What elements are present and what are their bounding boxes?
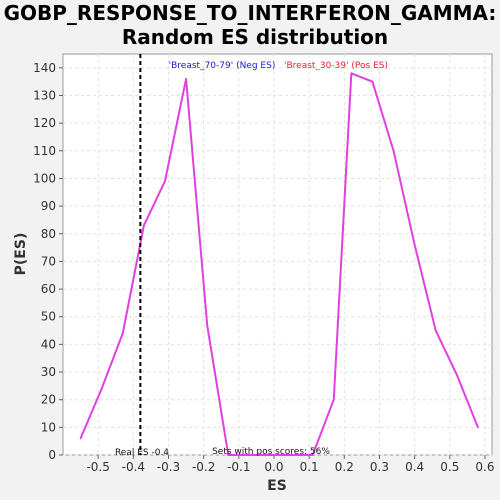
grid [63, 54, 492, 456]
series-layer [79, 72, 479, 456]
y-tick-label: 60 [41, 282, 56, 296]
data-point [477, 426, 479, 429]
y-tick-label: 50 [41, 310, 56, 324]
data-point [121, 332, 124, 335]
y-axis-label: P(ES) [13, 233, 29, 276]
data-point [143, 224, 145, 227]
x-tick-label: -0.3 [157, 460, 180, 474]
x-tick-label: 0.6 [475, 460, 494, 474]
y-tick-label: 0 [48, 448, 56, 462]
y-tick-label: 90 [41, 199, 56, 213]
y-tick-label: 80 [41, 227, 56, 241]
y-tick-label: 110 [33, 144, 56, 158]
data-point [413, 244, 416, 246]
data-point [311, 454, 314, 456]
data-point [206, 324, 208, 326]
pos-scores-label: Sets with pos scores: 56% [212, 447, 330, 457]
x-tick-label: 0.0 [264, 460, 283, 474]
data-point [227, 454, 230, 456]
x-tick-label: 0.5 [440, 460, 459, 474]
x-tick-label: -0.1 [227, 460, 250, 474]
y-tick-label: 100 [33, 171, 56, 185]
data-point [100, 387, 103, 390]
y-tick-label: 70 [41, 254, 56, 268]
legend-pos-es: 'Breast_30-39' (Pos ES) [284, 61, 388, 71]
x-tick-label: -0.4 [122, 460, 145, 474]
data-point [350, 72, 353, 75]
chart-title-line1: GOBP_RESPONSE_TO_INTERFERON_GAMMA: [4, 1, 497, 25]
data-point [392, 149, 395, 152]
y-tick-label: 20 [41, 393, 56, 407]
data-point [456, 374, 458, 376]
data-point [185, 78, 187, 80]
x-tick-label: 0.3 [370, 460, 389, 474]
data-point [79, 437, 82, 440]
data-point [164, 180, 166, 183]
x-tick-label: -0.2 [192, 460, 215, 474]
y-tick-label: 140 [33, 61, 56, 75]
x-tick-label: 0.4 [405, 460, 424, 474]
y-tick-label: 30 [41, 365, 56, 379]
y-tick-label: 40 [41, 337, 56, 351]
real-es-label: Real ES -0.4 [115, 448, 169, 458]
data-point [332, 398, 335, 401]
plot-area [62, 53, 493, 456]
y-tick-label: 130 [33, 88, 56, 102]
y-tick-label: 10 [41, 420, 56, 434]
legend-neg-es: 'Breast_70-79' (Neg ES) [169, 61, 276, 71]
x-tick-label: -0.5 [86, 460, 109, 474]
axis-ticks: -0.5 -0.4 -0.3 -0.2 -0.1 0.0 0.1 0.2 0.3 0.4 0.5 0.… [33, 61, 494, 474]
y-tick-label: 120 [33, 116, 56, 130]
chart-title-line2: Random ES distribution [122, 25, 388, 49]
data-point [434, 329, 437, 332]
x-tick-label: 0.1 [300, 460, 319, 474]
x-tick-label: 0.2 [335, 460, 354, 474]
data-point [371, 80, 374, 83]
x-axis-label: ES [267, 478, 287, 494]
